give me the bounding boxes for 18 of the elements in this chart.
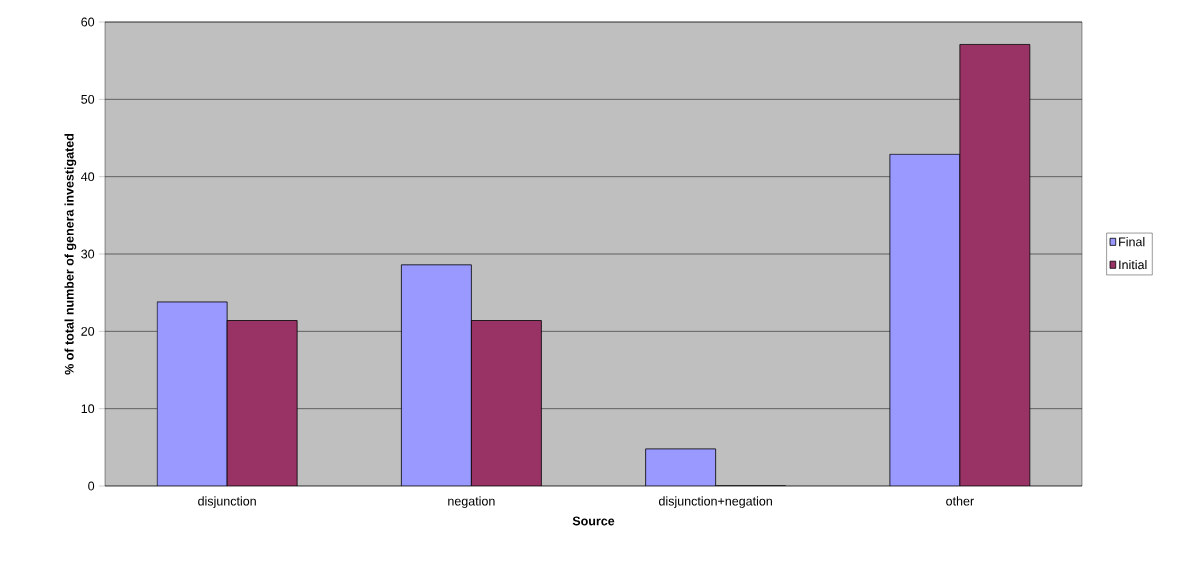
x-tick-label: disjunction+negation	[658, 496, 772, 509]
y-tick-label: 10	[81, 404, 95, 414]
legend-label: Initial	[1119, 259, 1147, 270]
x-tick-label: disjunction	[198, 496, 256, 509]
legend-label: Final	[1119, 237, 1145, 247]
y-axis-title: % of total number of genera investigated	[64, 133, 77, 375]
x-axis-title: Source	[572, 516, 615, 526]
y-tick-label: 40	[81, 172, 95, 182]
y-tick-label: 30	[81, 249, 95, 259]
y-tick-label: 60	[81, 17, 95, 27]
y-tick-label: 50	[81, 94, 95, 104]
bar	[959, 44, 1031, 486]
y-tick-label: 0	[88, 481, 95, 491]
bar	[226, 320, 298, 486]
x-tick-label: negation	[448, 496, 495, 509]
bar	[470, 320, 542, 486]
y-tick-label: 20	[81, 326, 95, 336]
x-tick-label: other	[946, 496, 974, 506]
